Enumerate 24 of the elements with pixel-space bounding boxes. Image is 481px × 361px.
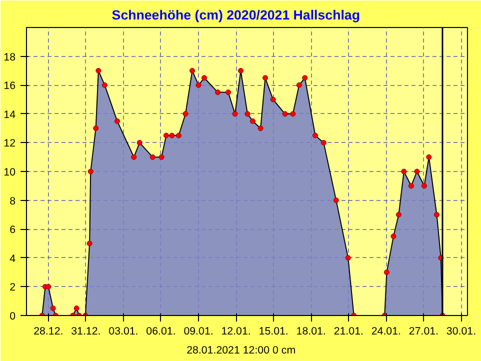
y-tick-label: 8 xyxy=(10,195,16,208)
y-tick-label: 0 xyxy=(10,310,16,322)
y-tick-label: 12 xyxy=(4,138,16,150)
y-tick-label: 2 xyxy=(10,282,16,294)
y-tick-label: 10 xyxy=(4,166,16,178)
x-tick-label: 30.01. xyxy=(446,326,476,338)
x-tick-label: 24.01. xyxy=(371,326,402,338)
y-tick-label: 4 xyxy=(10,252,16,265)
x-tick-label: 31.12. xyxy=(71,326,101,338)
y-tick-label: 6 xyxy=(10,224,16,236)
x-tick-label: 27.01. xyxy=(408,326,439,338)
x-tick-label: 21.01. xyxy=(334,326,364,338)
y-tick-label: 16 xyxy=(4,80,16,92)
x-tick-label: 12.01. xyxy=(221,326,251,338)
y-tick-label: 18 xyxy=(4,51,16,64)
x-tick-label: 15.01. xyxy=(258,326,288,338)
x-tick-label: 06.01. xyxy=(146,326,176,338)
text: 28.01.2021 12:00 0 cm xyxy=(186,344,296,356)
x-tick-label: 09.01. xyxy=(184,326,214,338)
chart-title: Schneehöhe (cm) 2020/2021 Hallschlag xyxy=(112,8,360,22)
y-tick-label: 14 xyxy=(4,108,16,121)
x-tick-label: 03.01. xyxy=(108,326,138,338)
x-tick-label: 18.01. xyxy=(296,326,326,338)
x-tick-label: 28.12. xyxy=(34,326,64,338)
